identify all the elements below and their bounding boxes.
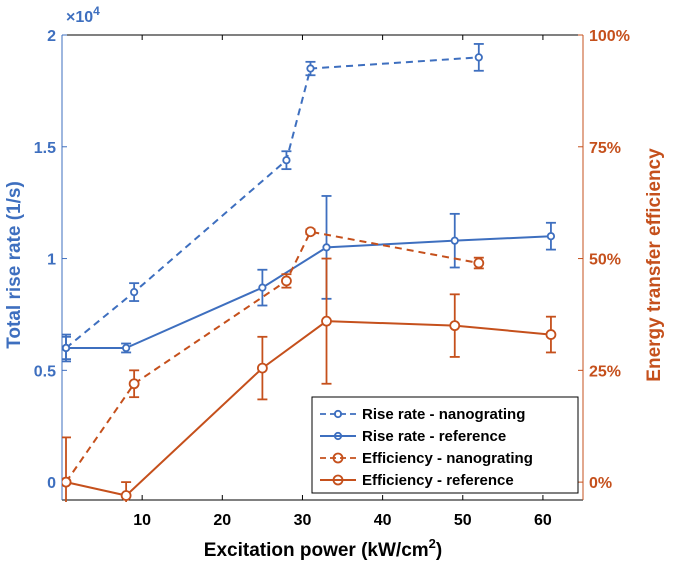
legend-box: [311, 396, 579, 494]
x-axis-title: Excitation power (kW/cm2): [204, 536, 442, 561]
y-axis-right-title: Energy transfer efficiency: [644, 148, 665, 382]
data-point-efficiency-reference: [449, 320, 461, 332]
x-tick-label: 50: [454, 512, 472, 529]
x-tick-label: 60: [534, 512, 552, 529]
data-point-efficiency-reference: [120, 490, 132, 501]
data-point-efficiency-reference: [545, 329, 557, 340]
data-point-efficiency-nanograting: [281, 275, 292, 287]
data-point-efficiency-nanograting: [128, 378, 140, 390]
y-left-tick-label: 1.5: [34, 140, 56, 157]
series-efficiency-nanograting: [62, 226, 485, 502]
data-point-efficiency-reference: [321, 315, 332, 327]
series-line-efficiency-reference: [65, 320, 552, 497]
data-point-efficiency-reference: [256, 362, 268, 374]
y-right-tick-label: 75%: [589, 140, 621, 157]
y-left-tick-label: 2: [47, 28, 56, 45]
legend-label-eff-reference: Efficiency - reference: [362, 472, 514, 489]
data-point-rise-rate-reference: [546, 232, 556, 241]
y-right-tick-label: 100%: [589, 28, 630, 45]
series-line-rise-rate-reference: [66, 235, 551, 349]
x-tick-label: 40: [374, 512, 392, 529]
data-point-efficiency-nanograting: [305, 226, 316, 238]
legend-label-rise-nanograting: Rise rate - nanograting: [362, 406, 525, 423]
legend-marker-rise-nanograting: [333, 409, 343, 419]
legend-marker-rise-reference: [333, 431, 343, 441]
series-efficiency-reference: [62, 257, 557, 502]
data-point-rise-rate-reference: [62, 343, 71, 353]
series-line-rise-rate-nanograting: [65, 56, 479, 349]
axes-frame-group: [61, 34, 584, 501]
x-axis-title-main: Excitation power (kW/cm: [204, 540, 429, 561]
x-axis-title-suffix: ): [436, 540, 442, 561]
series-group: [62, 43, 557, 502]
y-left-tick-label: 0: [47, 475, 56, 492]
series-rise-rate-reference: [62, 195, 556, 363]
y-left-tick-label: 0.5: [34, 363, 56, 380]
series-rise-rate-nanograting: [62, 43, 484, 361]
data-point-efficiency-nanograting: [473, 257, 485, 269]
legend-label-rise-reference: Rise rate - reference: [362, 428, 506, 445]
x-tick-label: 10: [133, 512, 151, 529]
data-point-rise-rate-nanograting: [282, 156, 291, 165]
tick-label-group: 10 20 30 40 50 60 0 0.5 1 1.5 2 0% 25% 50% 75% 100%: [34, 28, 630, 529]
y-axis-left-title: Total rise rate (1/s): [4, 181, 25, 349]
data-point-rise-rate-reference: [258, 283, 267, 292]
data-point-rise-rate-nanograting: [306, 64, 315, 73]
x-axis-title-superscript: 2: [429, 536, 436, 551]
legend-marker-eff-reference: [332, 474, 344, 486]
legend-marker-eff-nanograting: [332, 452, 344, 464]
x-tick-label: 30: [294, 512, 312, 529]
y-left-tick-label: 1: [47, 252, 56, 269]
y-right-tick-label: 25%: [589, 363, 621, 380]
left-axis-multiplier: ×104: [66, 4, 100, 26]
data-point-rise-rate-reference: [450, 236, 459, 245]
legend-label-eff-nanograting: Efficiency - nanograting: [362, 450, 533, 467]
x-tick-label: 20: [213, 512, 231, 529]
data-point-rise-rate-reference: [322, 243, 331, 252]
legend: Rise rate - nanograting Rise rate - refe…: [311, 396, 579, 494]
left-axis-multiplier-exponent: 4: [93, 4, 100, 18]
y-right-tick-label: 50%: [589, 252, 621, 269]
data-point-rise-rate-nanograting: [130, 287, 139, 297]
y-right-tick-label: 0%: [589, 475, 612, 492]
data-point-efficiency-reference: [62, 476, 72, 488]
data-point-rise-rate-reference: [122, 343, 131, 353]
data-point-rise-rate-nanograting: [474, 53, 483, 62]
left-axis-multiplier-base: ×10: [66, 9, 93, 26]
